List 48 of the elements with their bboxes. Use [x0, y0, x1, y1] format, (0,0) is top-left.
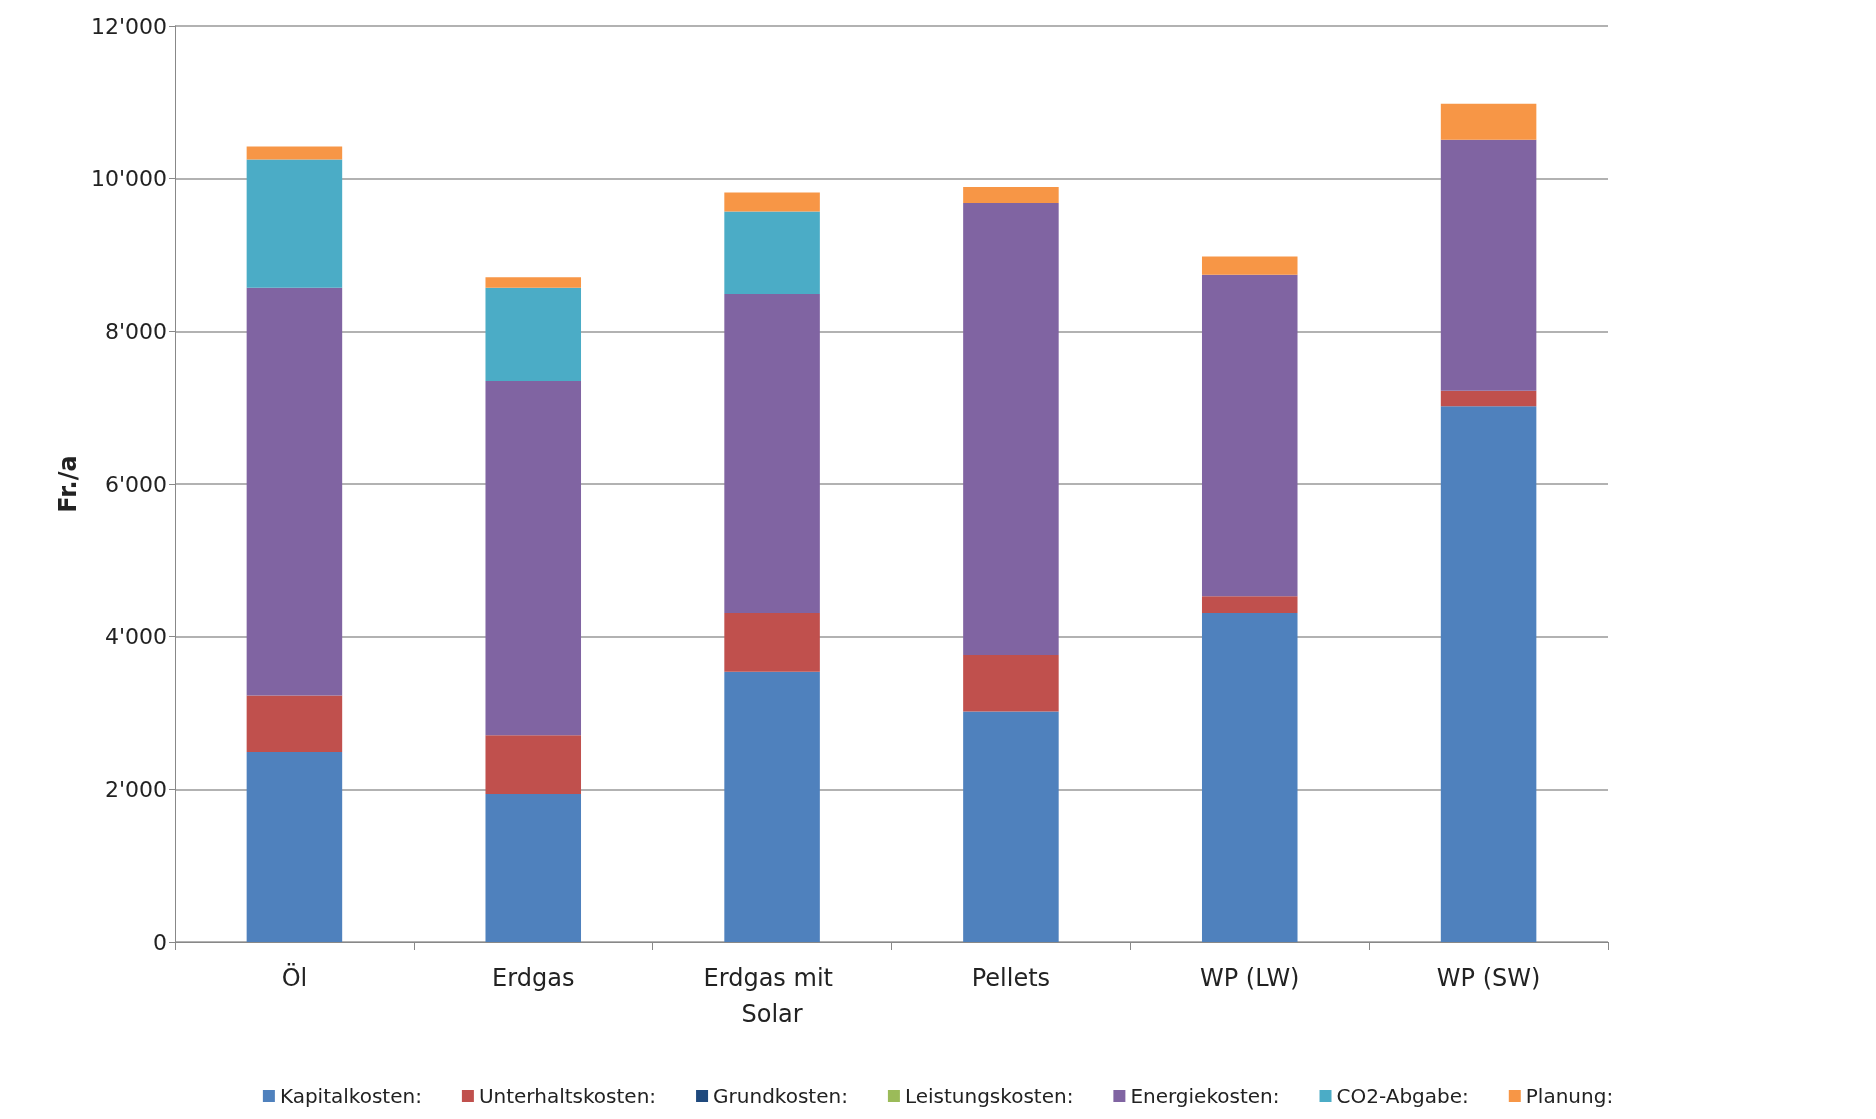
bar	[963, 187, 1059, 204]
bar	[963, 711, 1059, 942]
bar	[724, 613, 820, 672]
bar	[1440, 406, 1537, 942]
bar	[485, 793, 582, 942]
bar	[246, 159, 343, 288]
legend-label: Planung:	[1525, 1084, 1614, 1108]
legend-label: Energiekosten:	[1130, 1084, 1280, 1108]
bar	[485, 287, 582, 381]
bar	[1201, 274, 1298, 597]
legend-label: Kapitalkosten:	[279, 1084, 422, 1108]
bar	[246, 287, 343, 696]
bar	[724, 211, 820, 294]
x-tick-label: Pellets	[971, 964, 1051, 992]
bar	[1440, 390, 1537, 407]
bar	[724, 293, 820, 613]
bar	[1440, 139, 1537, 391]
bar	[1201, 613, 1298, 942]
bar	[963, 203, 1059, 655]
y-tick-label: 6'000	[104, 471, 167, 497]
y-tick-label: 4'000	[104, 624, 167, 650]
legend-label: CO2-Abgabe:	[1336, 1084, 1469, 1108]
bar	[485, 277, 582, 288]
x-tick-label: WP (SW)	[1436, 964, 1541, 992]
x-tick-label: Erdgas mit Solar	[703, 964, 841, 1028]
x-tick-label: WP (LW)	[1200, 964, 1300, 992]
x-tick-label: Öl	[281, 963, 308, 992]
legend-label: Unterhaltskosten:	[478, 1084, 657, 1108]
bar	[963, 654, 1059, 712]
x-tick-label: Erdgas	[492, 964, 575, 992]
y-tick-label: 10'000	[90, 166, 167, 192]
bar	[1201, 596, 1298, 613]
y-axis-title: Fr./a	[54, 455, 82, 513]
bar	[485, 735, 582, 794]
bar	[724, 671, 820, 942]
legend-label: Leistungskosten:	[904, 1084, 1074, 1108]
y-tick-label: 8'000	[104, 318, 167, 344]
legend-label: Grundkosten:	[713, 1084, 848, 1108]
bar	[246, 695, 343, 752]
bar	[246, 751, 343, 942]
bar	[724, 192, 820, 212]
bar	[485, 380, 582, 736]
y-tick-label: 0	[153, 929, 167, 955]
y-tick-label: 12'000	[90, 13, 167, 39]
bar	[1201, 256, 1298, 275]
bar	[1440, 103, 1537, 140]
bar	[246, 146, 343, 160]
y-tick-label: 2'000	[104, 776, 167, 802]
